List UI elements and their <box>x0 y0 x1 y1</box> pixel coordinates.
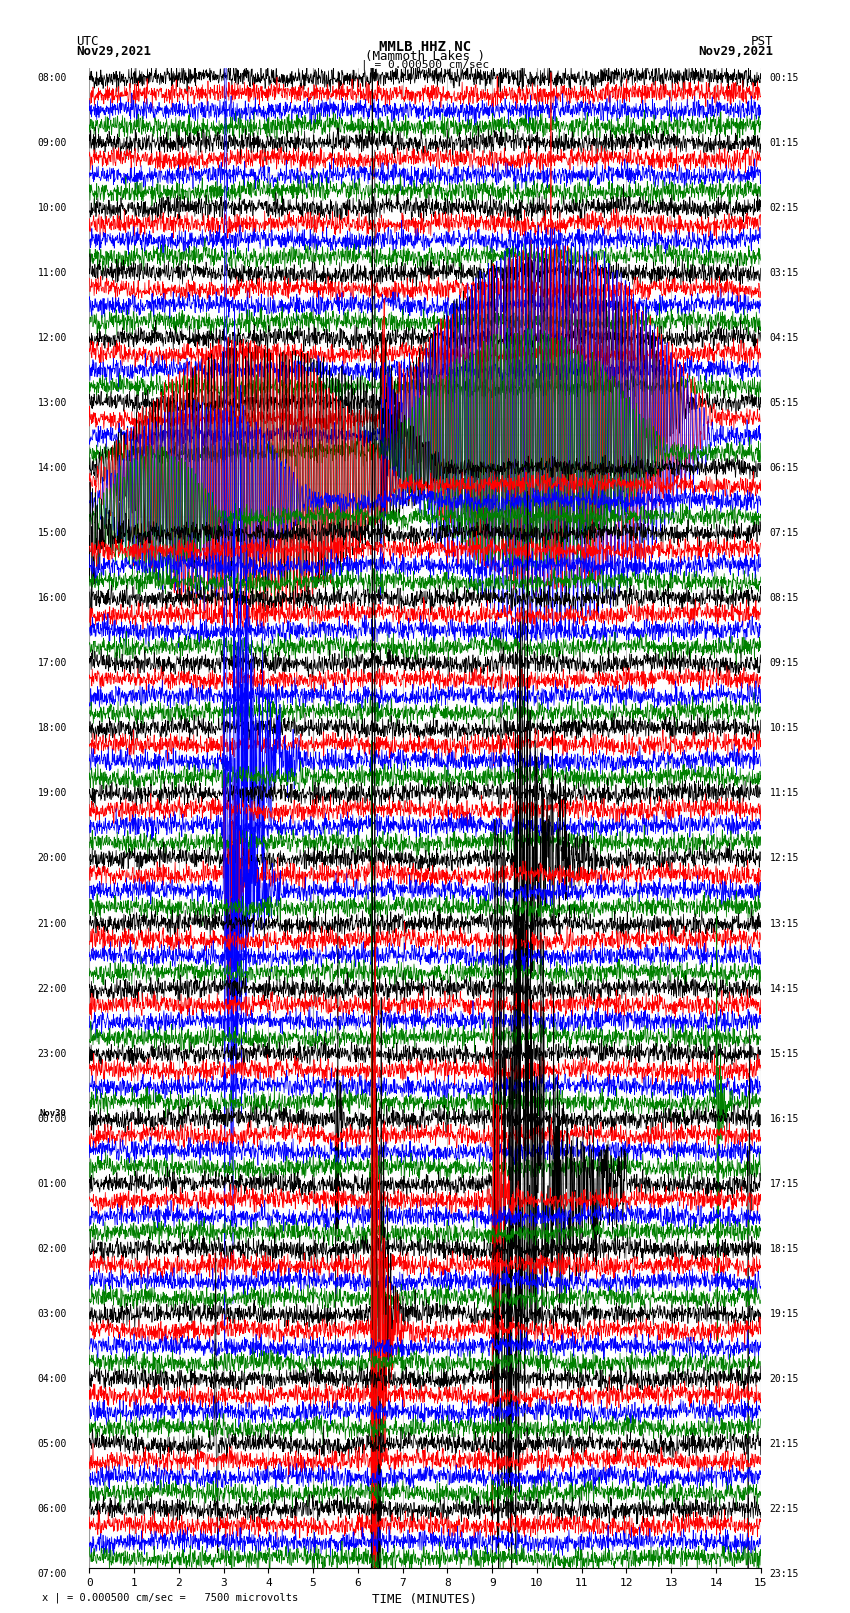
Text: 01:00: 01:00 <box>37 1179 67 1189</box>
Text: 23:15: 23:15 <box>770 1569 799 1579</box>
Text: 16:00: 16:00 <box>37 594 67 603</box>
Text: 16:15: 16:15 <box>770 1115 799 1124</box>
Text: 19:15: 19:15 <box>770 1310 799 1319</box>
Text: 20:00: 20:00 <box>37 853 67 863</box>
Text: 18:15: 18:15 <box>770 1244 799 1253</box>
Text: Nov30: Nov30 <box>40 1108 67 1118</box>
Text: 06:00: 06:00 <box>37 1505 67 1515</box>
Text: 08:00: 08:00 <box>37 73 67 82</box>
Text: 15:15: 15:15 <box>770 1048 799 1058</box>
Text: 03:15: 03:15 <box>770 268 799 277</box>
Text: 09:15: 09:15 <box>770 658 799 668</box>
Text: 09:00: 09:00 <box>37 137 67 147</box>
Text: 21:15: 21:15 <box>770 1439 799 1448</box>
Text: 13:15: 13:15 <box>770 918 799 929</box>
Text: 11:00: 11:00 <box>37 268 67 277</box>
Text: UTC: UTC <box>76 35 99 48</box>
X-axis label: TIME (MINUTES): TIME (MINUTES) <box>372 1594 478 1607</box>
Text: Nov29,2021: Nov29,2021 <box>76 45 151 58</box>
Text: (Mammoth Lakes ): (Mammoth Lakes ) <box>365 50 485 63</box>
Text: 01:15: 01:15 <box>770 137 799 147</box>
Text: 10:15: 10:15 <box>770 723 799 734</box>
Text: 06:15: 06:15 <box>770 463 799 473</box>
Text: 20:15: 20:15 <box>770 1374 799 1384</box>
Text: 02:00: 02:00 <box>37 1244 67 1253</box>
Text: 14:00: 14:00 <box>37 463 67 473</box>
Text: 18:00: 18:00 <box>37 723 67 734</box>
Text: 03:00: 03:00 <box>37 1310 67 1319</box>
Text: 17:15: 17:15 <box>770 1179 799 1189</box>
Text: 05:15: 05:15 <box>770 398 799 408</box>
Text: 05:00: 05:00 <box>37 1439 67 1448</box>
Text: 12:00: 12:00 <box>37 332 67 344</box>
Text: 11:15: 11:15 <box>770 789 799 798</box>
Text: 04:15: 04:15 <box>770 332 799 344</box>
Text: 22:00: 22:00 <box>37 984 67 994</box>
Text: 14:15: 14:15 <box>770 984 799 994</box>
Text: 13:00: 13:00 <box>37 398 67 408</box>
Text: 22:15: 22:15 <box>770 1505 799 1515</box>
Text: MMLB HHZ NC: MMLB HHZ NC <box>379 40 471 55</box>
Text: | = 0.000500 cm/sec: | = 0.000500 cm/sec <box>361 60 489 71</box>
Text: 04:00: 04:00 <box>37 1374 67 1384</box>
Text: x | = 0.000500 cm/sec =   7500 microvolts: x | = 0.000500 cm/sec = 7500 microvolts <box>42 1592 298 1603</box>
Text: 07:00: 07:00 <box>37 1569 67 1579</box>
Text: 21:00: 21:00 <box>37 918 67 929</box>
Text: 15:00: 15:00 <box>37 527 67 539</box>
Text: 00:00: 00:00 <box>37 1115 67 1124</box>
Text: PST: PST <box>751 35 774 48</box>
Text: 17:00: 17:00 <box>37 658 67 668</box>
Text: 12:15: 12:15 <box>770 853 799 863</box>
Text: 10:00: 10:00 <box>37 203 67 213</box>
Text: 07:15: 07:15 <box>770 527 799 539</box>
Text: 19:00: 19:00 <box>37 789 67 798</box>
Text: Nov29,2021: Nov29,2021 <box>699 45 774 58</box>
Text: 00:15: 00:15 <box>770 73 799 82</box>
Text: 08:15: 08:15 <box>770 594 799 603</box>
Text: 23:00: 23:00 <box>37 1048 67 1058</box>
Text: 02:15: 02:15 <box>770 203 799 213</box>
